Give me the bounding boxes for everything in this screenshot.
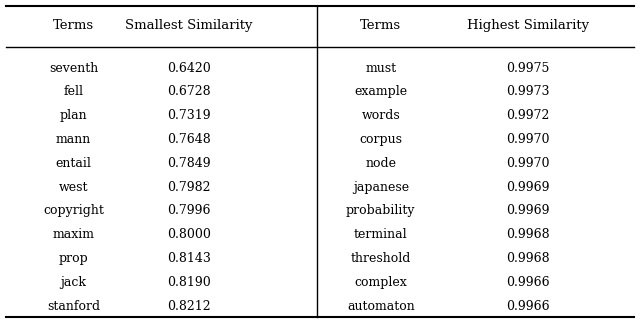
Text: corpus: corpus <box>359 133 403 146</box>
Text: 0.7319: 0.7319 <box>167 109 211 122</box>
Text: jack: jack <box>61 276 86 289</box>
Text: example: example <box>354 85 408 98</box>
Text: 0.8143: 0.8143 <box>167 252 211 265</box>
Text: 0.7982: 0.7982 <box>167 180 211 194</box>
Text: complex: complex <box>355 276 407 289</box>
Text: terminal: terminal <box>354 228 408 241</box>
Text: 0.8212: 0.8212 <box>167 300 211 313</box>
Text: japanese: japanese <box>353 180 409 194</box>
Text: 0.9973: 0.9973 <box>506 85 550 98</box>
Text: threshold: threshold <box>351 252 411 265</box>
Text: 0.9970: 0.9970 <box>506 133 550 146</box>
Text: mann: mann <box>56 133 92 146</box>
Text: 0.6420: 0.6420 <box>167 62 211 75</box>
Text: 0.9969: 0.9969 <box>506 180 550 194</box>
Text: node: node <box>365 157 396 170</box>
Text: Highest Similarity: Highest Similarity <box>467 19 589 32</box>
Text: Smallest Similarity: Smallest Similarity <box>125 19 253 32</box>
Text: 0.9966: 0.9966 <box>506 300 550 313</box>
Text: entail: entail <box>56 157 92 170</box>
Text: stanford: stanford <box>47 300 100 313</box>
Text: 0.7648: 0.7648 <box>167 133 211 146</box>
Text: 0.9972: 0.9972 <box>506 109 550 122</box>
Text: 0.9969: 0.9969 <box>506 204 550 217</box>
Text: Terms: Terms <box>53 19 94 32</box>
Text: automaton: automaton <box>347 300 415 313</box>
Text: 0.8190: 0.8190 <box>167 276 211 289</box>
Text: 0.6728: 0.6728 <box>167 85 211 98</box>
Text: fell: fell <box>63 85 84 98</box>
Text: copyright: copyright <box>43 204 104 217</box>
Text: plan: plan <box>60 109 88 122</box>
Text: 0.9968: 0.9968 <box>506 228 550 241</box>
Text: 0.7849: 0.7849 <box>167 157 211 170</box>
Text: maxim: maxim <box>52 228 95 241</box>
Text: 0.9968: 0.9968 <box>506 252 550 265</box>
Text: must: must <box>365 62 396 75</box>
Text: prop: prop <box>59 252 88 265</box>
Text: 0.9975: 0.9975 <box>506 62 550 75</box>
Text: words: words <box>362 109 400 122</box>
Text: seventh: seventh <box>49 62 98 75</box>
Text: 0.9966: 0.9966 <box>506 276 550 289</box>
Text: 0.7996: 0.7996 <box>167 204 211 217</box>
Text: probability: probability <box>346 204 415 217</box>
Text: Terms: Terms <box>360 19 401 32</box>
Text: west: west <box>59 180 88 194</box>
Text: 0.8000: 0.8000 <box>167 228 211 241</box>
Text: 0.9970: 0.9970 <box>506 157 550 170</box>
